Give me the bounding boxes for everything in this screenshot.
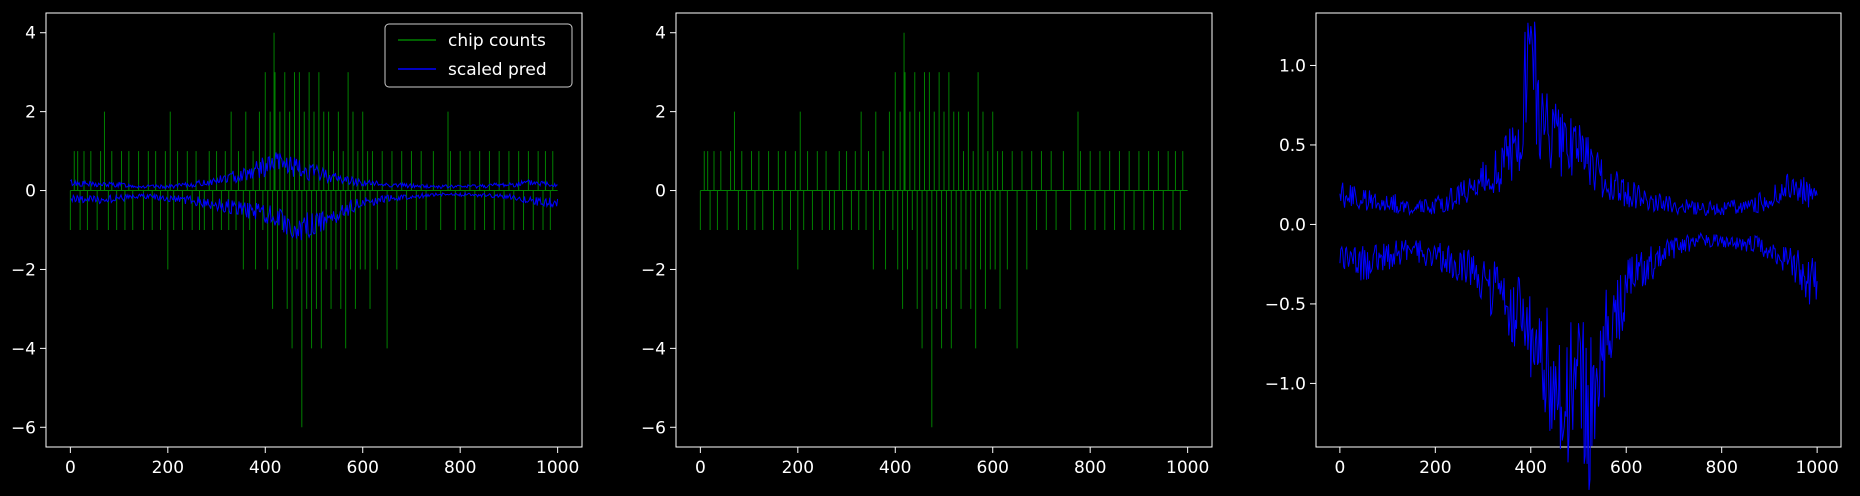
x-tick-label: 0	[65, 458, 76, 478]
legend-label-chip-counts: chip counts	[448, 31, 546, 51]
series-scaled-pred	[70, 152, 559, 241]
y-tick-label: −2	[11, 260, 36, 280]
y-tick-label: −6	[11, 418, 36, 438]
x-tick-label: 0	[695, 458, 706, 478]
y-tick-label: 1.0	[1279, 56, 1306, 76]
chart-panel-3: 0 200 400 600 800 1000 −1.0 −0.5 0.0 0.5 1.0	[1265, 12, 1842, 490]
x-tick-label: 800	[1705, 458, 1737, 478]
x-tick-label: 400	[249, 458, 281, 478]
x-tick-label: 600	[977, 458, 1009, 478]
pred-upper-line	[1339, 21, 1818, 217]
y-tick-label: 4	[25, 24, 36, 44]
x-tick-label: 200	[152, 458, 184, 478]
y-tick-label: 4	[655, 24, 666, 44]
pred-lower-line	[70, 191, 559, 241]
x-tick-label: 600	[347, 458, 379, 478]
x-tick-label: 800	[1074, 458, 1106, 478]
pred-upper-line	[70, 152, 558, 190]
x-tick-label: 1000	[536, 458, 579, 478]
x-tick-label: 1000	[1166, 458, 1209, 478]
y-tick-label: 2	[25, 103, 36, 123]
y-tick-label: −6	[641, 418, 666, 438]
y-tick-label: 0.5	[1279, 136, 1306, 156]
x-tick-label: 1000	[1796, 458, 1839, 478]
y-tick-label: −4	[11, 339, 36, 359]
plot-area	[675, 12, 1213, 448]
pred-lower-line	[1339, 231, 1818, 490]
y-tick-label: 2	[655, 103, 666, 123]
x-tick-label: 400	[1515, 458, 1547, 478]
series-series-0	[699, 32, 1188, 428]
x-tick-label: 200	[1419, 458, 1451, 478]
legend: chip counts scaled pred	[384, 23, 573, 88]
x-tick-label: 200	[782, 458, 814, 478]
x-tick-label: 400	[879, 458, 911, 478]
x-tick-label: 800	[444, 458, 476, 478]
y-tick-label: 0.0	[1279, 215, 1306, 235]
chart-panel-2: 0 200 400 600 800 1000 −6 −4 −2 0 2 4	[641, 12, 1213, 478]
legend-label-scaled-pred: scaled pred	[448, 60, 547, 80]
y-tick-label: −4	[641, 339, 666, 359]
y-tick-label: −1.0	[1265, 374, 1306, 394]
y-tick-label: 0	[655, 182, 666, 202]
x-tick-label: 600	[1610, 458, 1642, 478]
series-series-0	[1339, 21, 1818, 490]
plot-area	[1315, 12, 1842, 448]
y-tick-label: 0	[25, 182, 36, 202]
y-tick-label: −2	[641, 260, 666, 280]
y-tick-label: −0.5	[1265, 295, 1306, 315]
x-tick-label: 0	[1334, 458, 1345, 478]
